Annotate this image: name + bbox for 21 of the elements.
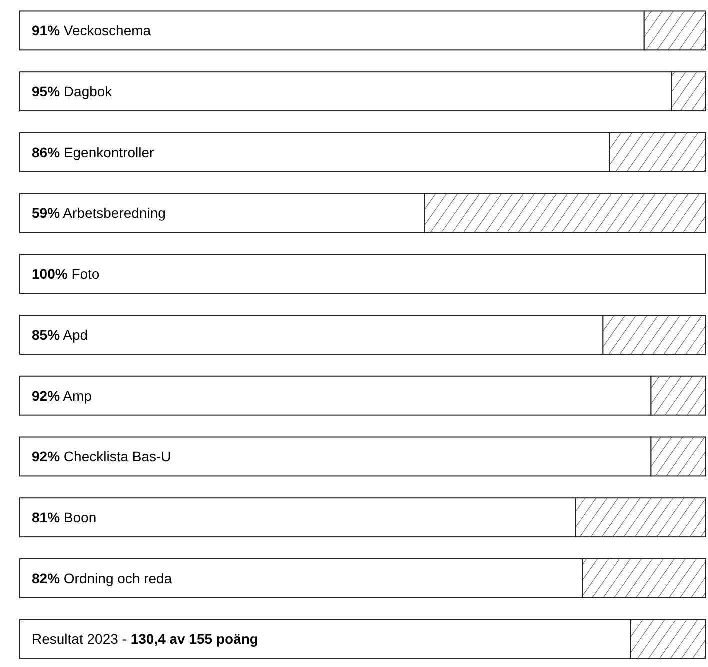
- data-label: 85%: [32, 326, 61, 343]
- data-label: 95%: [32, 83, 61, 100]
- data-label: 81%: [32, 509, 61, 526]
- y-tick-label: Boon: [64, 509, 97, 526]
- y-tick-label: Amp: [63, 388, 92, 404]
- y-tick-label: Checklista Bas-U: [64, 448, 172, 465]
- data-label: 91%: [32, 22, 61, 39]
- data-label: 92%: [32, 388, 61, 404]
- y-tick-label: Arbetsberedning: [63, 205, 166, 222]
- data-label: 100%: [32, 266, 68, 282]
- y-tick-label: Veckoschema: [64, 22, 152, 39]
- y-tick-label: Apd: [63, 326, 88, 343]
- data-label: 82%: [32, 570, 61, 586]
- data-label: 92%: [32, 448, 61, 465]
- y-tick-label: Ordning och reda: [64, 570, 172, 586]
- data-label: 86%: [32, 144, 61, 160]
- y-tick-label: Egenkontroller: [64, 144, 154, 160]
- y-tick-label: Resultat 2023 - 130,4 av 155 poäng: [32, 631, 258, 648]
- y-tick-label: Foto: [72, 266, 100, 282]
- data-label: 59%: [32, 205, 61, 222]
- y-tick-label: Dagbok: [64, 83, 112, 100]
